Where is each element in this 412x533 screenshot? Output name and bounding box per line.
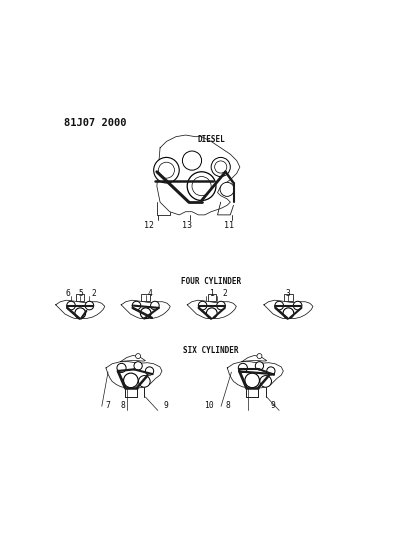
Circle shape (206, 308, 217, 319)
Text: SIX CYLINDER: SIX CYLINDER (183, 346, 239, 355)
Text: 4: 4 (147, 289, 152, 298)
Text: 10: 10 (204, 401, 213, 410)
Circle shape (192, 176, 211, 196)
Circle shape (217, 301, 225, 310)
Circle shape (67, 301, 75, 310)
Text: 8: 8 (225, 401, 230, 410)
Circle shape (238, 364, 248, 373)
Circle shape (136, 353, 140, 359)
Circle shape (293, 301, 302, 310)
Circle shape (211, 157, 230, 176)
Circle shape (124, 373, 138, 387)
Circle shape (275, 301, 283, 310)
Text: 9: 9 (164, 401, 168, 410)
Text: 13: 13 (182, 221, 192, 230)
Circle shape (85, 301, 94, 310)
Text: 81J07 2000: 81J07 2000 (64, 118, 127, 128)
Text: 2: 2 (91, 289, 96, 298)
FancyBboxPatch shape (76, 294, 84, 301)
Text: 11: 11 (224, 221, 234, 230)
FancyBboxPatch shape (141, 294, 150, 301)
Text: 3: 3 (286, 289, 291, 298)
Text: FOUR CYLINDER: FOUR CYLINDER (181, 277, 241, 286)
Circle shape (198, 301, 207, 310)
Circle shape (140, 308, 151, 319)
Circle shape (117, 364, 126, 373)
Circle shape (183, 151, 201, 170)
Circle shape (260, 376, 272, 387)
Circle shape (220, 182, 234, 196)
Text: 2: 2 (222, 289, 227, 298)
Circle shape (257, 353, 262, 359)
Circle shape (283, 308, 294, 319)
Circle shape (138, 376, 150, 387)
FancyBboxPatch shape (284, 294, 293, 301)
Circle shape (159, 162, 174, 178)
Text: 6: 6 (66, 289, 70, 298)
Circle shape (134, 362, 142, 370)
Circle shape (132, 301, 141, 310)
Text: DIESEL: DIESEL (197, 135, 225, 144)
FancyBboxPatch shape (208, 294, 216, 301)
Circle shape (154, 157, 179, 183)
Text: 12: 12 (144, 221, 154, 230)
Text: 9: 9 (270, 401, 275, 410)
Text: 5: 5 (78, 289, 83, 298)
Circle shape (75, 308, 86, 319)
Circle shape (245, 373, 260, 387)
Text: 1: 1 (209, 289, 214, 298)
Text: 7: 7 (105, 401, 110, 410)
Circle shape (145, 367, 154, 375)
Circle shape (267, 367, 275, 375)
Circle shape (187, 172, 216, 200)
Text: 8: 8 (121, 401, 126, 410)
Circle shape (215, 161, 227, 173)
Circle shape (151, 301, 159, 310)
Circle shape (255, 362, 264, 370)
